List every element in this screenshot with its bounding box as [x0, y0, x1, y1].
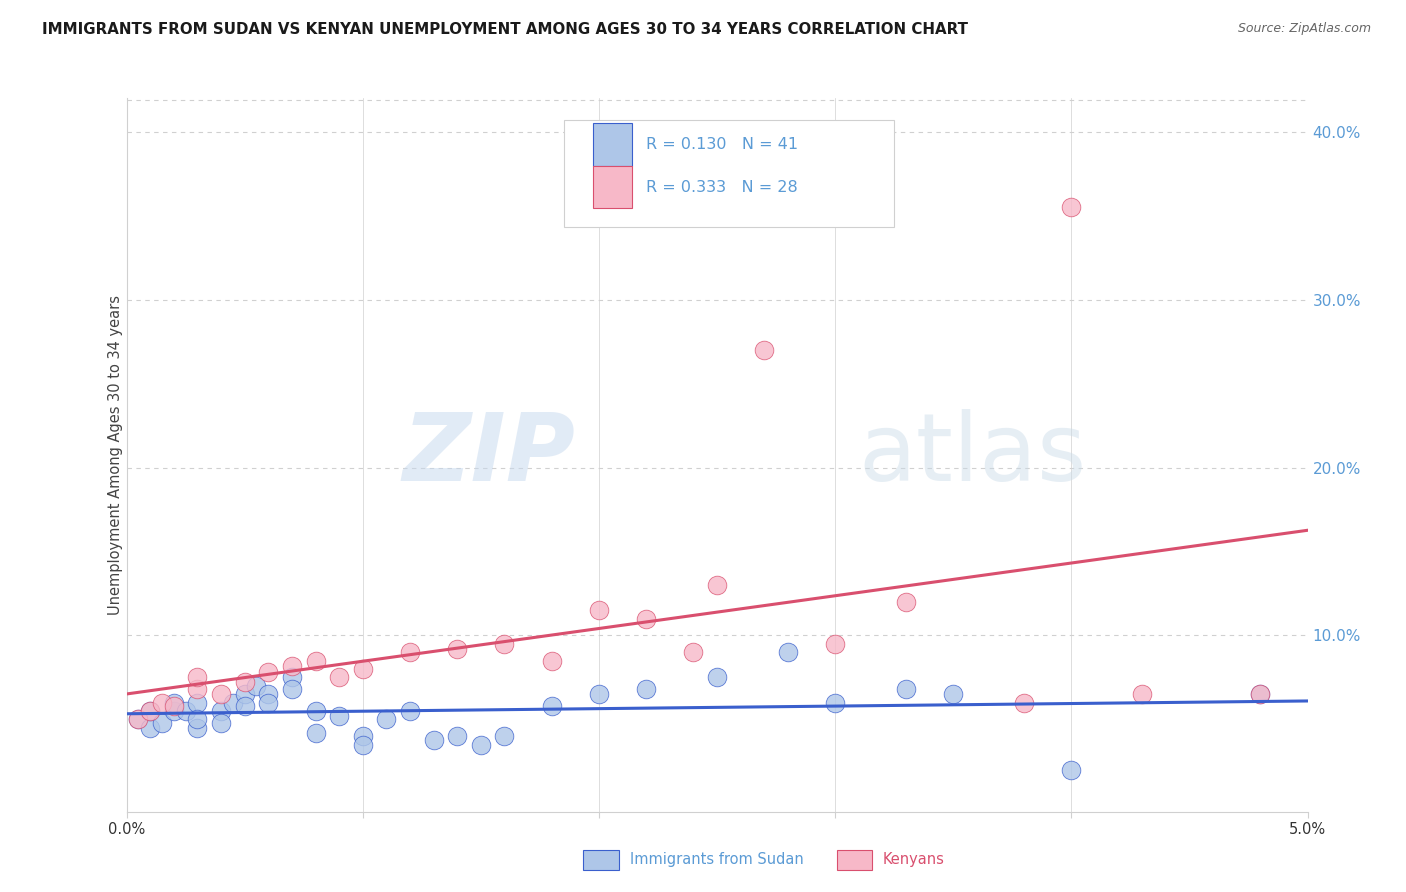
Text: R = 0.333   N = 28: R = 0.333 N = 28: [647, 179, 799, 194]
Point: [245, 679, 267, 693]
Point: [233, 698, 256, 713]
Point: [375, 712, 398, 726]
Point: [636, 612, 658, 626]
Point: [682, 645, 704, 659]
Point: [139, 721, 162, 735]
Point: [470, 738, 492, 752]
Point: [150, 696, 173, 710]
Y-axis label: Unemployment Among Ages 30 to 34 years: Unemployment Among Ages 30 to 34 years: [108, 295, 122, 615]
Text: IMMIGRANTS FROM SUDAN VS KENYAN UNEMPLOYMENT AMONG AGES 30 TO 34 YEARS CORRELATI: IMMIGRANTS FROM SUDAN VS KENYAN UNEMPLOY…: [42, 22, 969, 37]
Bar: [593, 166, 633, 209]
Point: [352, 738, 374, 752]
Point: [139, 704, 162, 718]
Text: Source: ZipAtlas.com: Source: ZipAtlas.com: [1237, 22, 1371, 36]
Point: [1060, 763, 1083, 777]
Point: [304, 704, 326, 718]
Point: [1060, 200, 1083, 214]
Text: atlas: atlas: [859, 409, 1087, 501]
Text: Immigrants from Sudan: Immigrants from Sudan: [630, 853, 804, 867]
Point: [352, 662, 374, 676]
Point: [824, 696, 846, 710]
Point: [824, 637, 846, 651]
Point: [139, 704, 162, 718]
Point: [328, 709, 350, 723]
Point: [328, 670, 350, 684]
Text: Kenyans: Kenyans: [883, 853, 945, 867]
Point: [222, 696, 245, 710]
Point: [257, 696, 280, 710]
Point: [588, 687, 610, 701]
Text: ZIP: ZIP: [402, 409, 575, 501]
Point: [163, 698, 186, 713]
Point: [446, 641, 468, 656]
Point: [706, 578, 728, 592]
Point: [209, 715, 232, 730]
Point: [304, 726, 326, 740]
Point: [186, 721, 208, 735]
Point: [894, 682, 917, 697]
Point: [942, 687, 965, 701]
FancyBboxPatch shape: [564, 120, 894, 227]
Text: R = 0.130   N = 41: R = 0.130 N = 41: [647, 137, 799, 152]
Point: [163, 704, 186, 718]
Bar: [593, 123, 633, 166]
Point: [281, 670, 304, 684]
Point: [186, 712, 208, 726]
Point: [776, 645, 799, 659]
Point: [1249, 687, 1271, 701]
Point: [186, 696, 208, 710]
Point: [399, 645, 422, 659]
Point: [894, 595, 917, 609]
Point: [706, 670, 728, 684]
Point: [281, 682, 304, 697]
Point: [754, 343, 776, 357]
Point: [163, 696, 186, 710]
Point: [304, 654, 326, 668]
Point: [257, 687, 280, 701]
Point: [636, 682, 658, 697]
Point: [422, 732, 444, 747]
Point: [127, 712, 149, 726]
Point: [1130, 687, 1153, 701]
Point: [186, 682, 208, 697]
Point: [209, 704, 232, 718]
Point: [446, 729, 468, 743]
Point: [540, 654, 562, 668]
Point: [352, 729, 374, 743]
Point: [1249, 687, 1271, 701]
Point: [127, 712, 149, 726]
Point: [399, 704, 422, 718]
Point: [233, 687, 256, 701]
Point: [1012, 696, 1035, 710]
Point: [257, 665, 280, 680]
Point: [588, 603, 610, 617]
Point: [494, 637, 516, 651]
Point: [209, 687, 232, 701]
Point: [233, 675, 256, 690]
Point: [186, 670, 208, 684]
Point: [150, 715, 173, 730]
Point: [494, 729, 516, 743]
Point: [281, 658, 304, 673]
Point: [540, 698, 562, 713]
Point: [174, 704, 197, 718]
